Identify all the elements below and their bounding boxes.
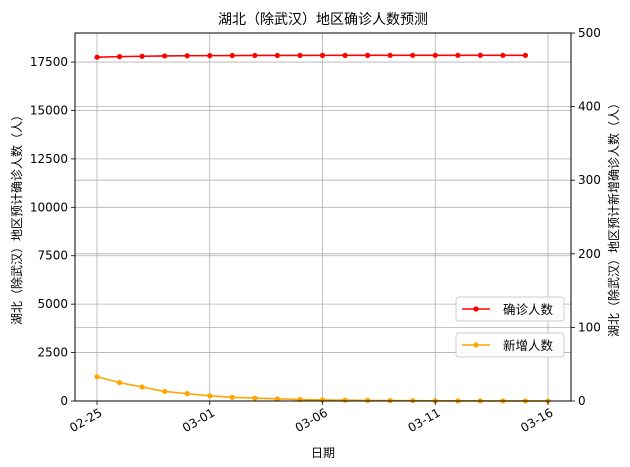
data-point-series-0 xyxy=(500,52,506,58)
y-axis-label-right: 湖北（除武汉）地区预计新增确诊人数（人） xyxy=(606,97,621,337)
data-point-series-0 xyxy=(139,53,145,59)
legend-label: 新增人数 xyxy=(503,338,554,353)
data-point-series-0 xyxy=(410,52,416,58)
data-point-series-0 xyxy=(207,53,213,59)
y-tick-label-left: 7500 xyxy=(37,249,68,263)
data-point-series-0 xyxy=(229,52,235,59)
y-tick-label-right: 0 xyxy=(578,394,586,408)
data-point-series-0 xyxy=(455,52,461,58)
legend-marker-swatch xyxy=(473,306,479,312)
data-point-series-0 xyxy=(297,52,303,58)
y-tick-label-right: 300 xyxy=(578,173,601,187)
plot-frame xyxy=(74,32,572,402)
data-point-series-1 xyxy=(162,388,168,395)
data-point-series-0 xyxy=(477,52,483,58)
data-point-series-0 xyxy=(342,52,348,58)
y-tick-label-left: 17500 xyxy=(30,55,68,69)
legend-box xyxy=(455,332,565,358)
data-point-series-1 xyxy=(116,380,123,386)
data-point-series-0 xyxy=(387,52,393,58)
y-tick-label-left: 0 xyxy=(60,394,68,408)
y-tick-label-left: 2500 xyxy=(37,346,68,360)
data-point-series-1 xyxy=(139,384,145,390)
data-point-series-0 xyxy=(274,52,280,59)
data-point-series-1 xyxy=(252,395,258,401)
y-tick-label-right: 400 xyxy=(578,100,601,114)
y-axis-label-left: 湖北（除武汉）地区预计确诊人数（人） xyxy=(9,109,24,325)
y-tick-label-right: 100 xyxy=(578,320,601,334)
y-tick-label-left: 15000 xyxy=(30,103,68,117)
data-point-series-1 xyxy=(274,396,280,402)
data-point-series-0 xyxy=(432,52,438,58)
y-tick-label-left: 10000 xyxy=(30,200,68,214)
data-point-series-1 xyxy=(365,397,371,404)
data-point-series-1 xyxy=(229,394,235,400)
series-line-0 xyxy=(96,54,526,59)
data-point-series-0 xyxy=(184,53,190,59)
data-point-series-0 xyxy=(522,52,529,58)
data-point-series-0 xyxy=(319,52,326,58)
y-tick-label-left: 12500 xyxy=(30,152,68,166)
data-point-series-1 xyxy=(184,391,190,397)
x-axis-label: 日期 xyxy=(311,446,335,460)
data-point-series-0 xyxy=(116,54,123,60)
data-point-series-0 xyxy=(252,52,258,59)
legend-box xyxy=(455,296,565,322)
y-tick-label-left: 5000 xyxy=(37,297,68,311)
y-tick-label-right: 200 xyxy=(578,247,601,261)
data-point-series-0 xyxy=(365,52,371,58)
data-point-series-0 xyxy=(94,54,100,60)
legend-marker-swatch xyxy=(473,342,479,348)
y-tick-label-right: 500 xyxy=(578,26,601,40)
legend-label: 确诊人数 xyxy=(503,302,554,317)
data-point-series-1 xyxy=(94,374,100,380)
data-point-series-1 xyxy=(342,397,348,403)
data-point-series-0 xyxy=(162,53,168,59)
data-point-series-1 xyxy=(207,393,213,399)
chart-title: 湖北（除武汉）地区确诊人数预测 xyxy=(218,12,428,28)
